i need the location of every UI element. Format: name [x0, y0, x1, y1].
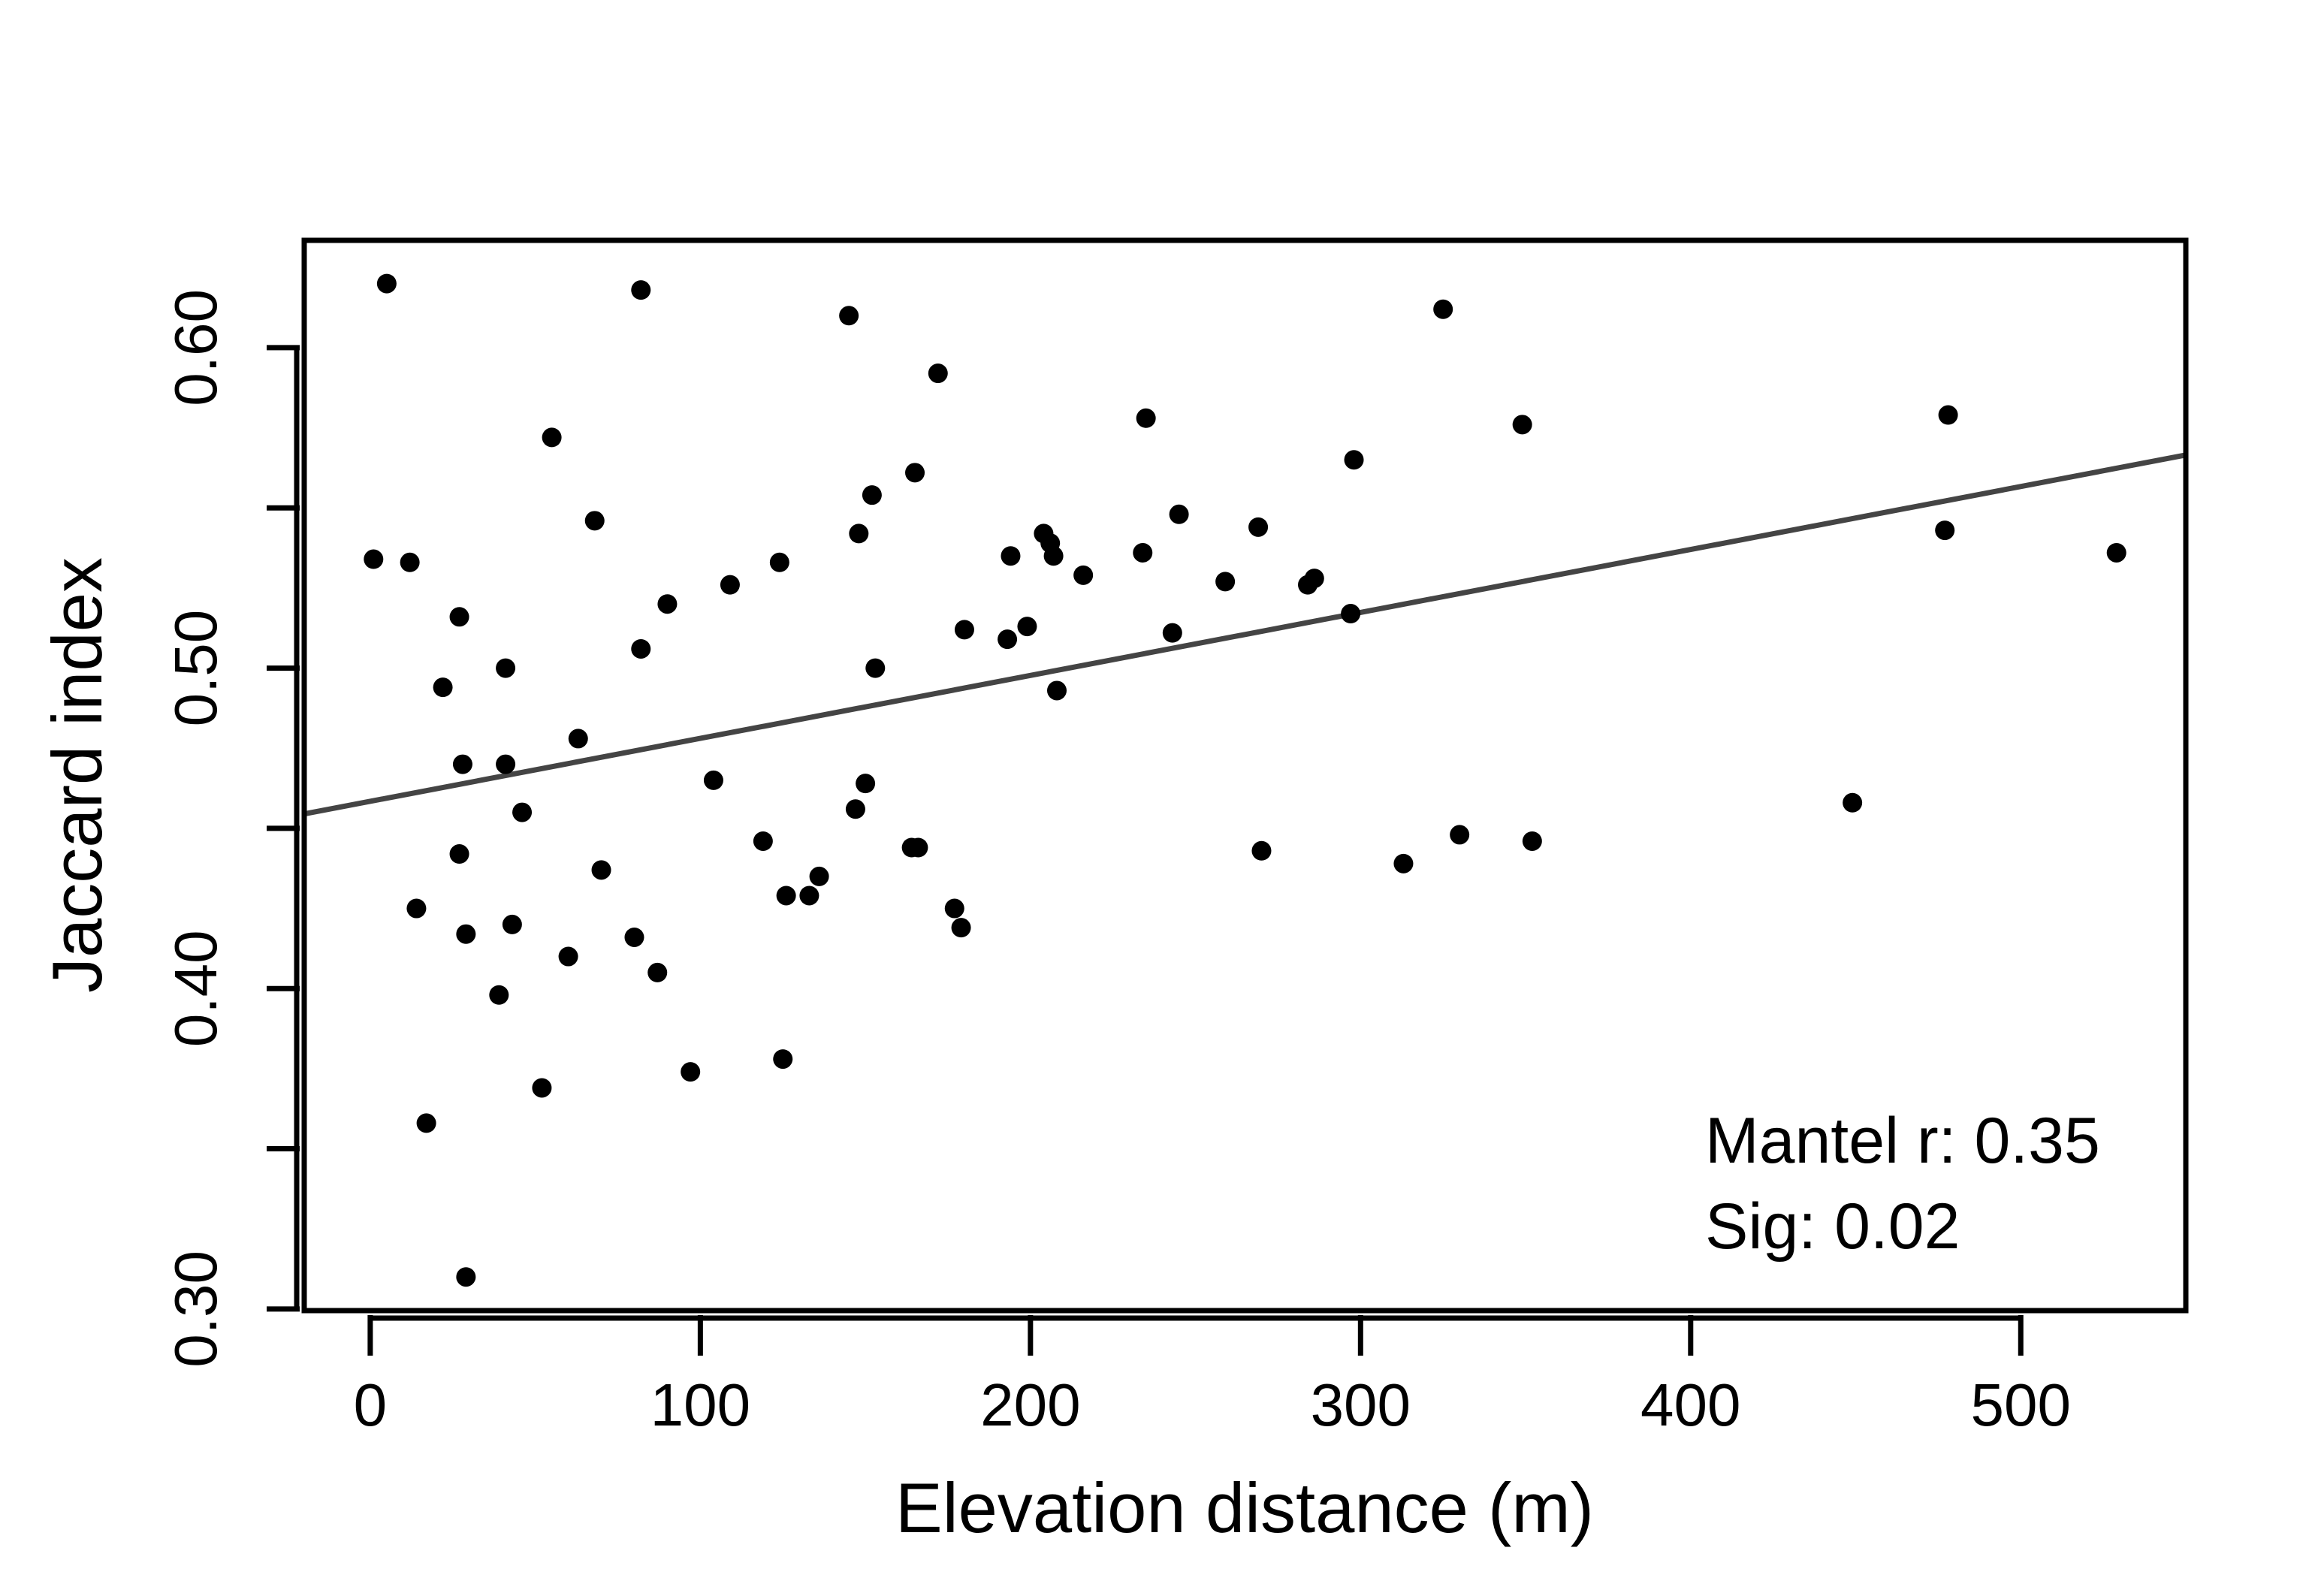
data-point: [1433, 299, 1453, 319]
data-point: [1251, 840, 1272, 861]
data-point: [2106, 542, 2126, 563]
data-point: [703, 770, 723, 790]
data-point: [364, 549, 384, 569]
data-point: [845, 799, 865, 819]
x-tick-label: 100: [650, 1371, 750, 1438]
data-point: [862, 485, 882, 505]
data-point: [1843, 792, 1863, 813]
x-axis-label: Elevation distance (m): [895, 1468, 1594, 1547]
data-point: [769, 552, 789, 572]
data-point: [849, 523, 869, 544]
data-point: [951, 918, 971, 938]
data-point: [998, 629, 1018, 650]
data-point: [584, 511, 605, 531]
data-point: [1393, 853, 1414, 873]
data-point: [1304, 569, 1324, 589]
data-point: [1935, 520, 1955, 541]
data-point: [1133, 542, 1153, 563]
data-point: [720, 575, 740, 595]
data-point: [1017, 617, 1037, 637]
data-point: [1341, 604, 1361, 624]
data-point: [568, 729, 588, 749]
data-point: [502, 914, 522, 934]
regression-layer: [303, 452, 2187, 817]
data-point: [1344, 450, 1364, 470]
data-point: [865, 658, 886, 678]
x-tick-label: 200: [980, 1371, 1080, 1438]
data-point: [631, 280, 651, 300]
data-point: [496, 754, 516, 774]
data-point: [512, 802, 533, 822]
data-point: [400, 552, 420, 572]
x-tick-label: 0: [354, 1371, 388, 1438]
data-point: [558, 946, 578, 967]
data-point: [433, 677, 453, 698]
y-tick-label: 0.30: [162, 1251, 229, 1368]
y-tick-label: 0.60: [162, 289, 229, 406]
axis-layer: 0 100 200 300 400 500 0.30 0.40 0.50 0.60: [162, 289, 2071, 1438]
data-point: [681, 1062, 701, 1082]
data-point: [489, 985, 509, 1005]
data-point: [406, 898, 427, 919]
data-point: [776, 885, 796, 906]
x-tick-label: 300: [1311, 1371, 1411, 1438]
data-point: [1169, 504, 1189, 524]
data-point: [631, 638, 651, 659]
data-point: [452, 754, 472, 774]
significance-annotation: Sig: 0.02: [1705, 1190, 1960, 1263]
mantel-annotation: Mantel r: 0.35: [1705, 1105, 2100, 1177]
data-point: [449, 607, 469, 627]
data-point: [1938, 405, 1958, 425]
data-point: [449, 844, 469, 864]
data-point: [1162, 623, 1182, 643]
data-point: [799, 885, 819, 906]
data-point: [542, 427, 562, 448]
x-tick-label: 400: [1640, 1371, 1740, 1438]
data-point: [376, 273, 397, 294]
data-point: [1047, 680, 1067, 701]
data-point: [1136, 408, 1156, 428]
data-point: [657, 594, 678, 614]
data-point: [624, 927, 644, 947]
data-point: [591, 860, 611, 880]
data-point: [1001, 546, 1021, 566]
data-point: [416, 1113, 436, 1133]
data-point: [1450, 825, 1470, 845]
data-point: [532, 1078, 552, 1098]
data-point: [839, 306, 859, 326]
data-point: [928, 364, 948, 384]
y-axis-label: Jaccard index: [38, 557, 116, 993]
regression-line: [303, 452, 2187, 817]
data-point: [1522, 831, 1542, 851]
data-point: [647, 962, 668, 982]
data-point: [1215, 572, 1236, 592]
data-point: [496, 658, 516, 678]
data-point: [905, 463, 925, 483]
data-point: [1248, 517, 1269, 537]
data-point: [1043, 546, 1064, 566]
data-point: [944, 898, 964, 919]
y-tick-label: 0.40: [162, 930, 229, 1047]
plot-frame: [301, 237, 2189, 1314]
data-point: [809, 866, 829, 886]
x-tick-label: 500: [1971, 1371, 2071, 1438]
y-tick-label: 0.50: [162, 610, 229, 727]
points-layer: [364, 273, 2126, 1287]
data-point: [908, 837, 928, 858]
data-point: [456, 924, 476, 944]
data-point: [753, 831, 773, 851]
data-point: [773, 1049, 793, 1070]
data-point: [1512, 415, 1532, 435]
data-point: [456, 1267, 476, 1287]
data-point: [954, 620, 974, 640]
data-point: [1073, 565, 1094, 585]
data-point: [856, 774, 876, 794]
